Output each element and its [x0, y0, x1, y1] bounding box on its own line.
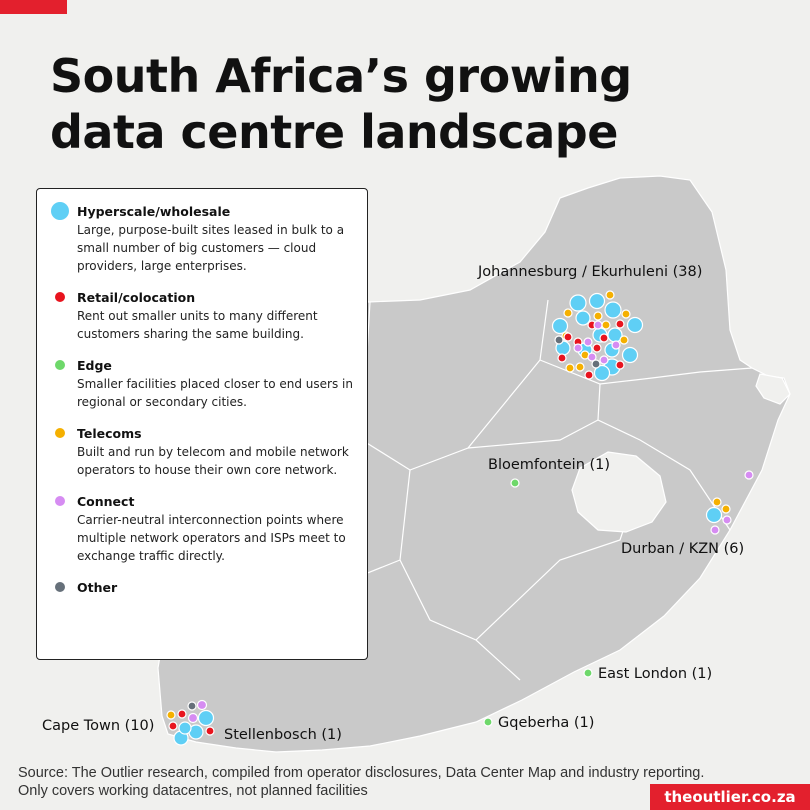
label-durban: Durban / KZN (6): [621, 541, 745, 557]
connect-dot-icon: [55, 496, 65, 506]
hyperscale-dot-icon: [51, 202, 69, 220]
legend-title: Telecoms: [77, 426, 142, 441]
other-point: [554, 335, 564, 345]
edge-point: [483, 717, 493, 727]
connect-point: [583, 337, 593, 347]
telecoms-point: [563, 308, 573, 318]
legend-panel: Hyperscale/wholesale Large, purpose-buil…: [36, 188, 368, 660]
interior-border-3: [399, 469, 521, 681]
retail-point: [177, 709, 187, 719]
interior-border-7: [467, 419, 599, 449]
legend-desc: Large, purpose-built sites leased in bul…: [77, 223, 345, 273]
legend-title: Connect: [77, 494, 135, 509]
hyperscale-point: [569, 294, 587, 312]
hyperscale-point: [593, 364, 611, 382]
legend-item-hyperscale: Hyperscale/wholesale Large, purpose-buil…: [51, 202, 353, 275]
telecoms-point: [565, 363, 575, 373]
connect-point: [587, 352, 597, 362]
telecoms-point: [721, 504, 731, 514]
retail-point: [563, 332, 573, 342]
retail-point: [592, 343, 602, 353]
hyperscale-point: [178, 721, 192, 735]
legend-item-edge: Edge Smaller facilities placed closer to…: [55, 357, 353, 411]
connect-point: [744, 470, 754, 480]
legend-desc: Built and run by telecom and mobile netw…: [77, 445, 349, 477]
legend-title: Edge: [77, 358, 112, 373]
label-cape-town: Cape Town (10): [42, 718, 155, 734]
connect-point: [196, 699, 208, 711]
legend-item-telecoms: Telecoms Built and run by telecom and mo…: [55, 425, 353, 479]
connect-point: [187, 712, 199, 724]
edge-point: [510, 478, 520, 488]
connect-point: [611, 340, 621, 350]
legend-desc: Rent out smaller units to many different…: [77, 309, 318, 341]
other-dot-icon: [55, 582, 65, 592]
legend-title: Retail/colocation: [77, 290, 196, 305]
retail-point: [599, 333, 609, 343]
hyperscale-point: [575, 310, 591, 326]
telecoms-point: [593, 311, 603, 321]
retail-point: [168, 721, 178, 731]
lesotho: [571, 451, 667, 533]
legend-item-connect: Connect Carrier-neutral interconnection …: [55, 493, 353, 565]
telecoms-dot-icon: [55, 428, 65, 438]
legend-title: Hyperscale/wholesale: [77, 204, 231, 219]
connect-point: [722, 515, 732, 525]
retail-point: [205, 726, 215, 736]
hyperscale-point: [588, 292, 606, 310]
other-point: [591, 359, 601, 369]
legend-title: Other: [77, 580, 118, 595]
hyperscale-point: [551, 317, 569, 335]
telecoms-point: [621, 309, 631, 319]
legend-desc: Carrier-neutral interconnection points w…: [77, 513, 346, 563]
brand-badge[interactable]: theoutlier.co.za: [650, 784, 810, 810]
legend-item-other: Other: [55, 579, 353, 596]
legend-item-retail: Retail/colocation Rent out smaller units…: [55, 289, 353, 343]
retail-point: [557, 353, 567, 363]
legend-desc: Smaller facilities placed closer to end …: [77, 377, 353, 409]
retail-point: [615, 360, 625, 370]
hyperscale-point: [621, 346, 639, 364]
label-gqeberha: Gqeberha (1): [498, 715, 595, 731]
label-bloemfontein: Bloemfontein (1): [488, 457, 611, 473]
telecoms-point: [575, 362, 585, 372]
accent-tab: [0, 0, 67, 14]
telecoms-point: [166, 710, 176, 720]
connect-point: [593, 320, 603, 330]
map-title: South Africa’s growing data centre lands…: [50, 49, 632, 159]
retail-point: [584, 370, 594, 380]
other-point: [187, 701, 197, 711]
hyperscale-point: [705, 506, 723, 524]
retail-point: [615, 319, 625, 329]
connect-point: [710, 525, 720, 535]
data-centre-points: [166, 290, 754, 746]
telecoms-point: [601, 320, 611, 330]
telecoms-point: [605, 290, 615, 300]
hyperscale-point: [197, 709, 215, 727]
source-note: Source: The Outlier research, compiled f…: [18, 765, 705, 799]
interior-border-2: [539, 359, 753, 385]
connect-point: [599, 355, 609, 365]
hyperscale-point: [604, 301, 622, 319]
label-east-london: East London (1): [598, 666, 713, 682]
label-johannesburg: Johannesburg / Ekurhuleni (38): [478, 264, 703, 280]
eswatini: [755, 373, 791, 405]
interior-border-4: [597, 383, 731, 531]
edge-point: [583, 668, 593, 678]
retail-dot-icon: [55, 292, 65, 302]
telecoms-point: [712, 497, 722, 507]
telecoms-point: [619, 335, 629, 345]
connect-point: [573, 343, 583, 353]
hyperscale-point: [626, 316, 644, 334]
label-stellenbosch: Stellenbosch (1): [224, 727, 342, 743]
edge-dot-icon: [55, 360, 65, 370]
